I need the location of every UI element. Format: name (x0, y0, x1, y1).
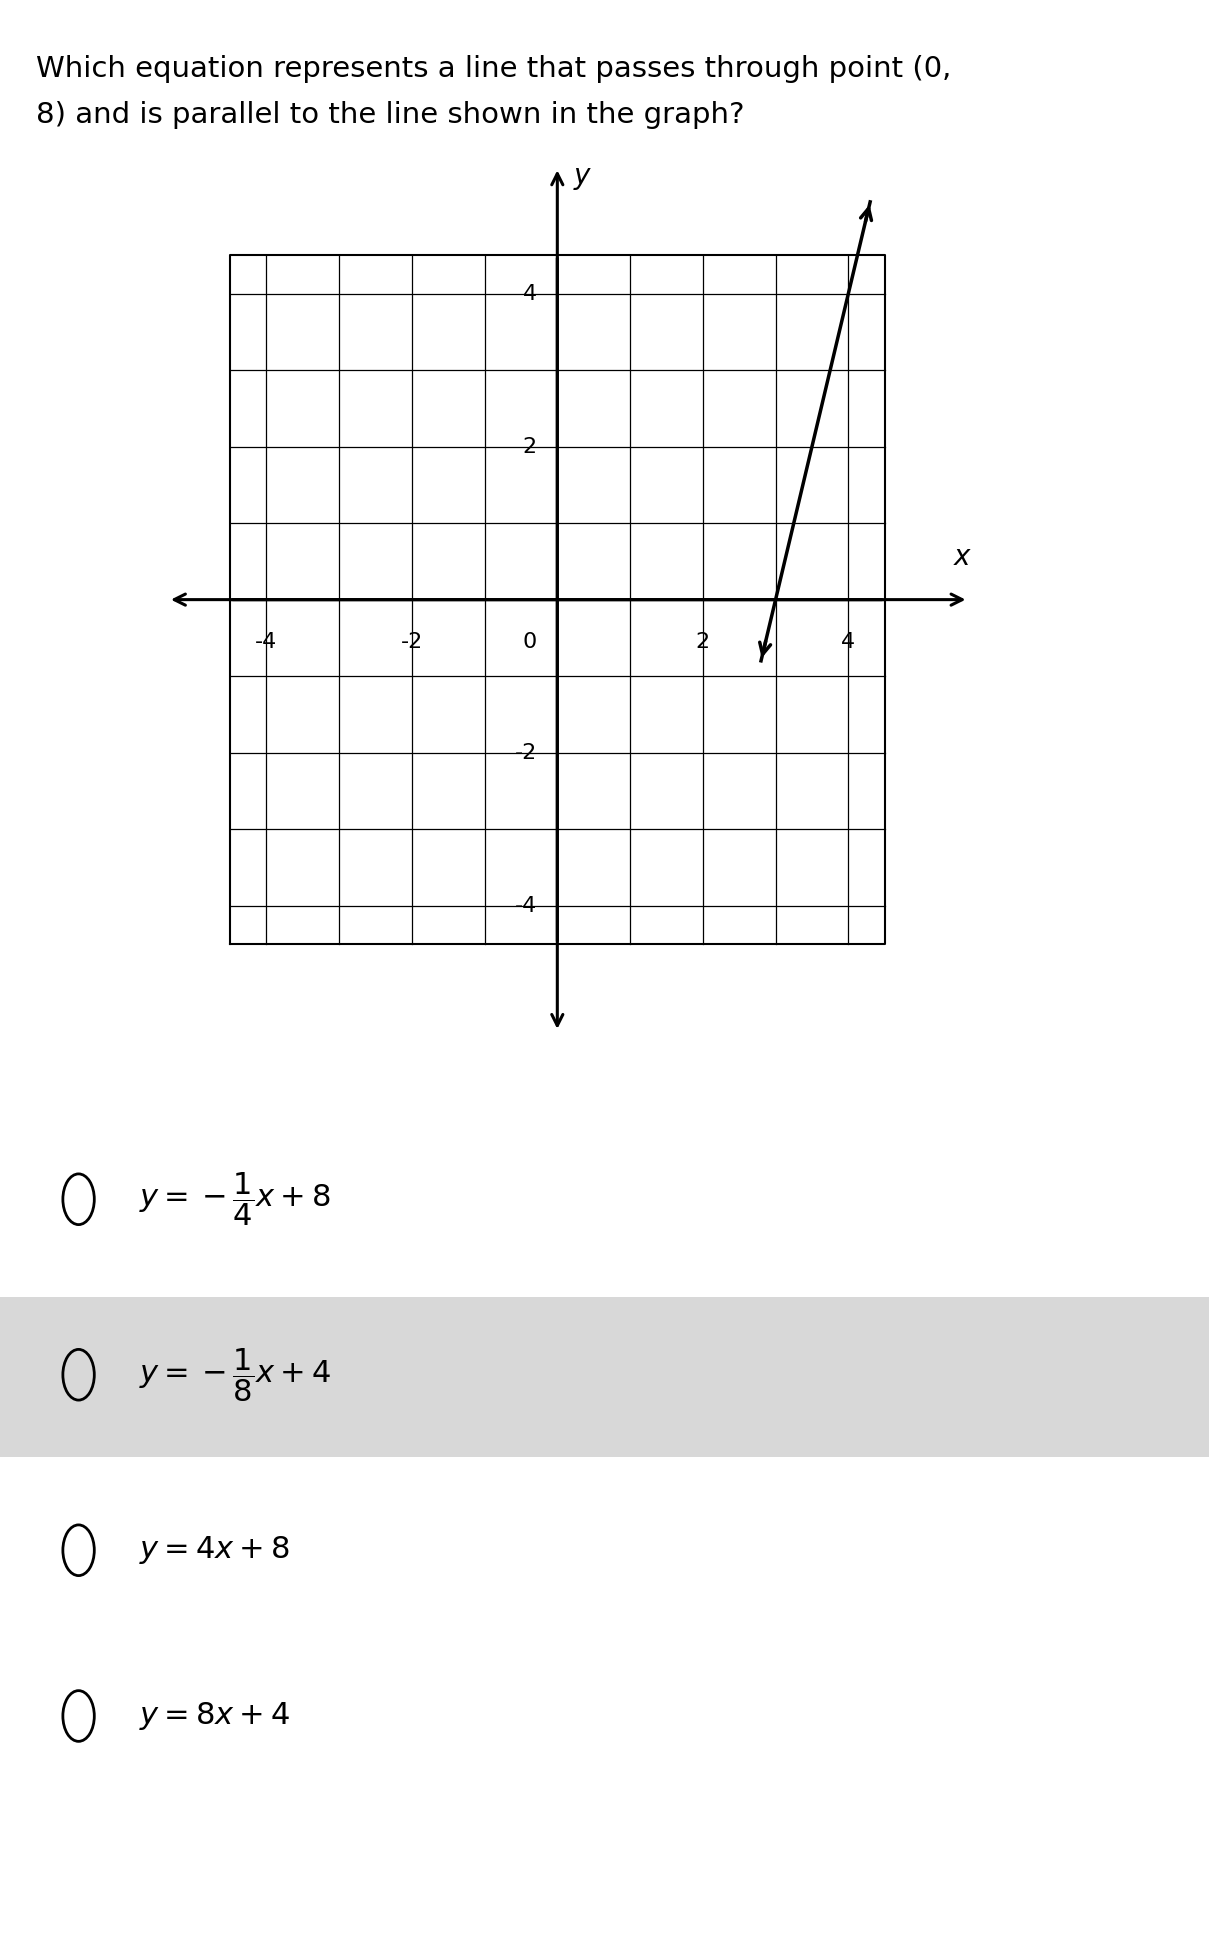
Text: Which equation represents a line that passes through point (0,: Which equation represents a line that pa… (36, 55, 951, 82)
Text: $y=8x+4$: $y=8x+4$ (139, 1700, 290, 1732)
Text: 8) and is parallel to the line shown in the graph?: 8) and is parallel to the line shown in … (36, 101, 745, 129)
Text: 4: 4 (522, 283, 537, 304)
Text: -2: -2 (400, 632, 423, 651)
Text: -4: -4 (515, 895, 537, 916)
Text: -4: -4 (255, 632, 277, 651)
Text: $y=-\dfrac{1}{8}x+4$: $y=-\dfrac{1}{8}x+4$ (139, 1346, 331, 1404)
Text: 4: 4 (841, 632, 856, 651)
Text: $y=4x+8$: $y=4x+8$ (139, 1535, 290, 1566)
Text: $y=-\dfrac{1}{4}x+8$: $y=-\dfrac{1}{4}x+8$ (139, 1170, 331, 1228)
Text: 0: 0 (522, 632, 537, 651)
Text: 2: 2 (522, 437, 537, 456)
Text: $x$: $x$ (953, 542, 972, 571)
Text: $y$: $y$ (573, 164, 592, 191)
Text: 2: 2 (695, 632, 710, 651)
Text: -2: -2 (515, 743, 537, 762)
